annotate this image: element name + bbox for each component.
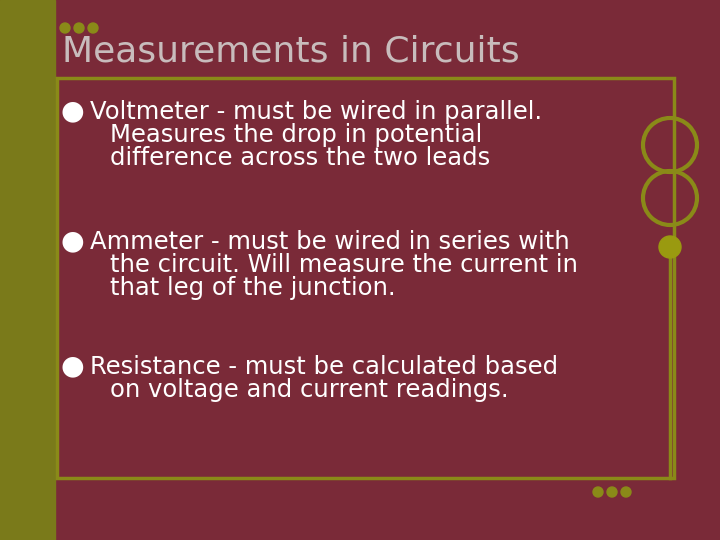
Text: Resistance - must be calculated based: Resistance - must be calculated based xyxy=(90,355,558,379)
Circle shape xyxy=(621,487,631,497)
Text: ●: ● xyxy=(60,228,84,254)
Circle shape xyxy=(607,487,617,497)
Text: Measures the drop in potential: Measures the drop in potential xyxy=(110,123,482,147)
Circle shape xyxy=(74,23,84,33)
Circle shape xyxy=(60,23,70,33)
Text: the circuit. Will measure the current in: the circuit. Will measure the current in xyxy=(110,253,578,277)
Text: ●: ● xyxy=(60,354,84,380)
Circle shape xyxy=(659,236,681,258)
Text: difference across the two leads: difference across the two leads xyxy=(110,146,490,170)
Text: ●: ● xyxy=(60,98,84,125)
Circle shape xyxy=(88,23,98,33)
Text: Ammeter - must be wired in series with: Ammeter - must be wired in series with xyxy=(90,230,570,254)
Text: Voltmeter - must be wired in parallel.: Voltmeter - must be wired in parallel. xyxy=(90,100,542,124)
Bar xyxy=(57,78,674,478)
Text: Measurements in Circuits: Measurements in Circuits xyxy=(62,34,520,68)
Text: on voltage and current readings.: on voltage and current readings. xyxy=(110,378,508,402)
Circle shape xyxy=(593,487,603,497)
Text: that leg of the junction.: that leg of the junction. xyxy=(110,276,395,300)
Bar xyxy=(0,0,55,540)
